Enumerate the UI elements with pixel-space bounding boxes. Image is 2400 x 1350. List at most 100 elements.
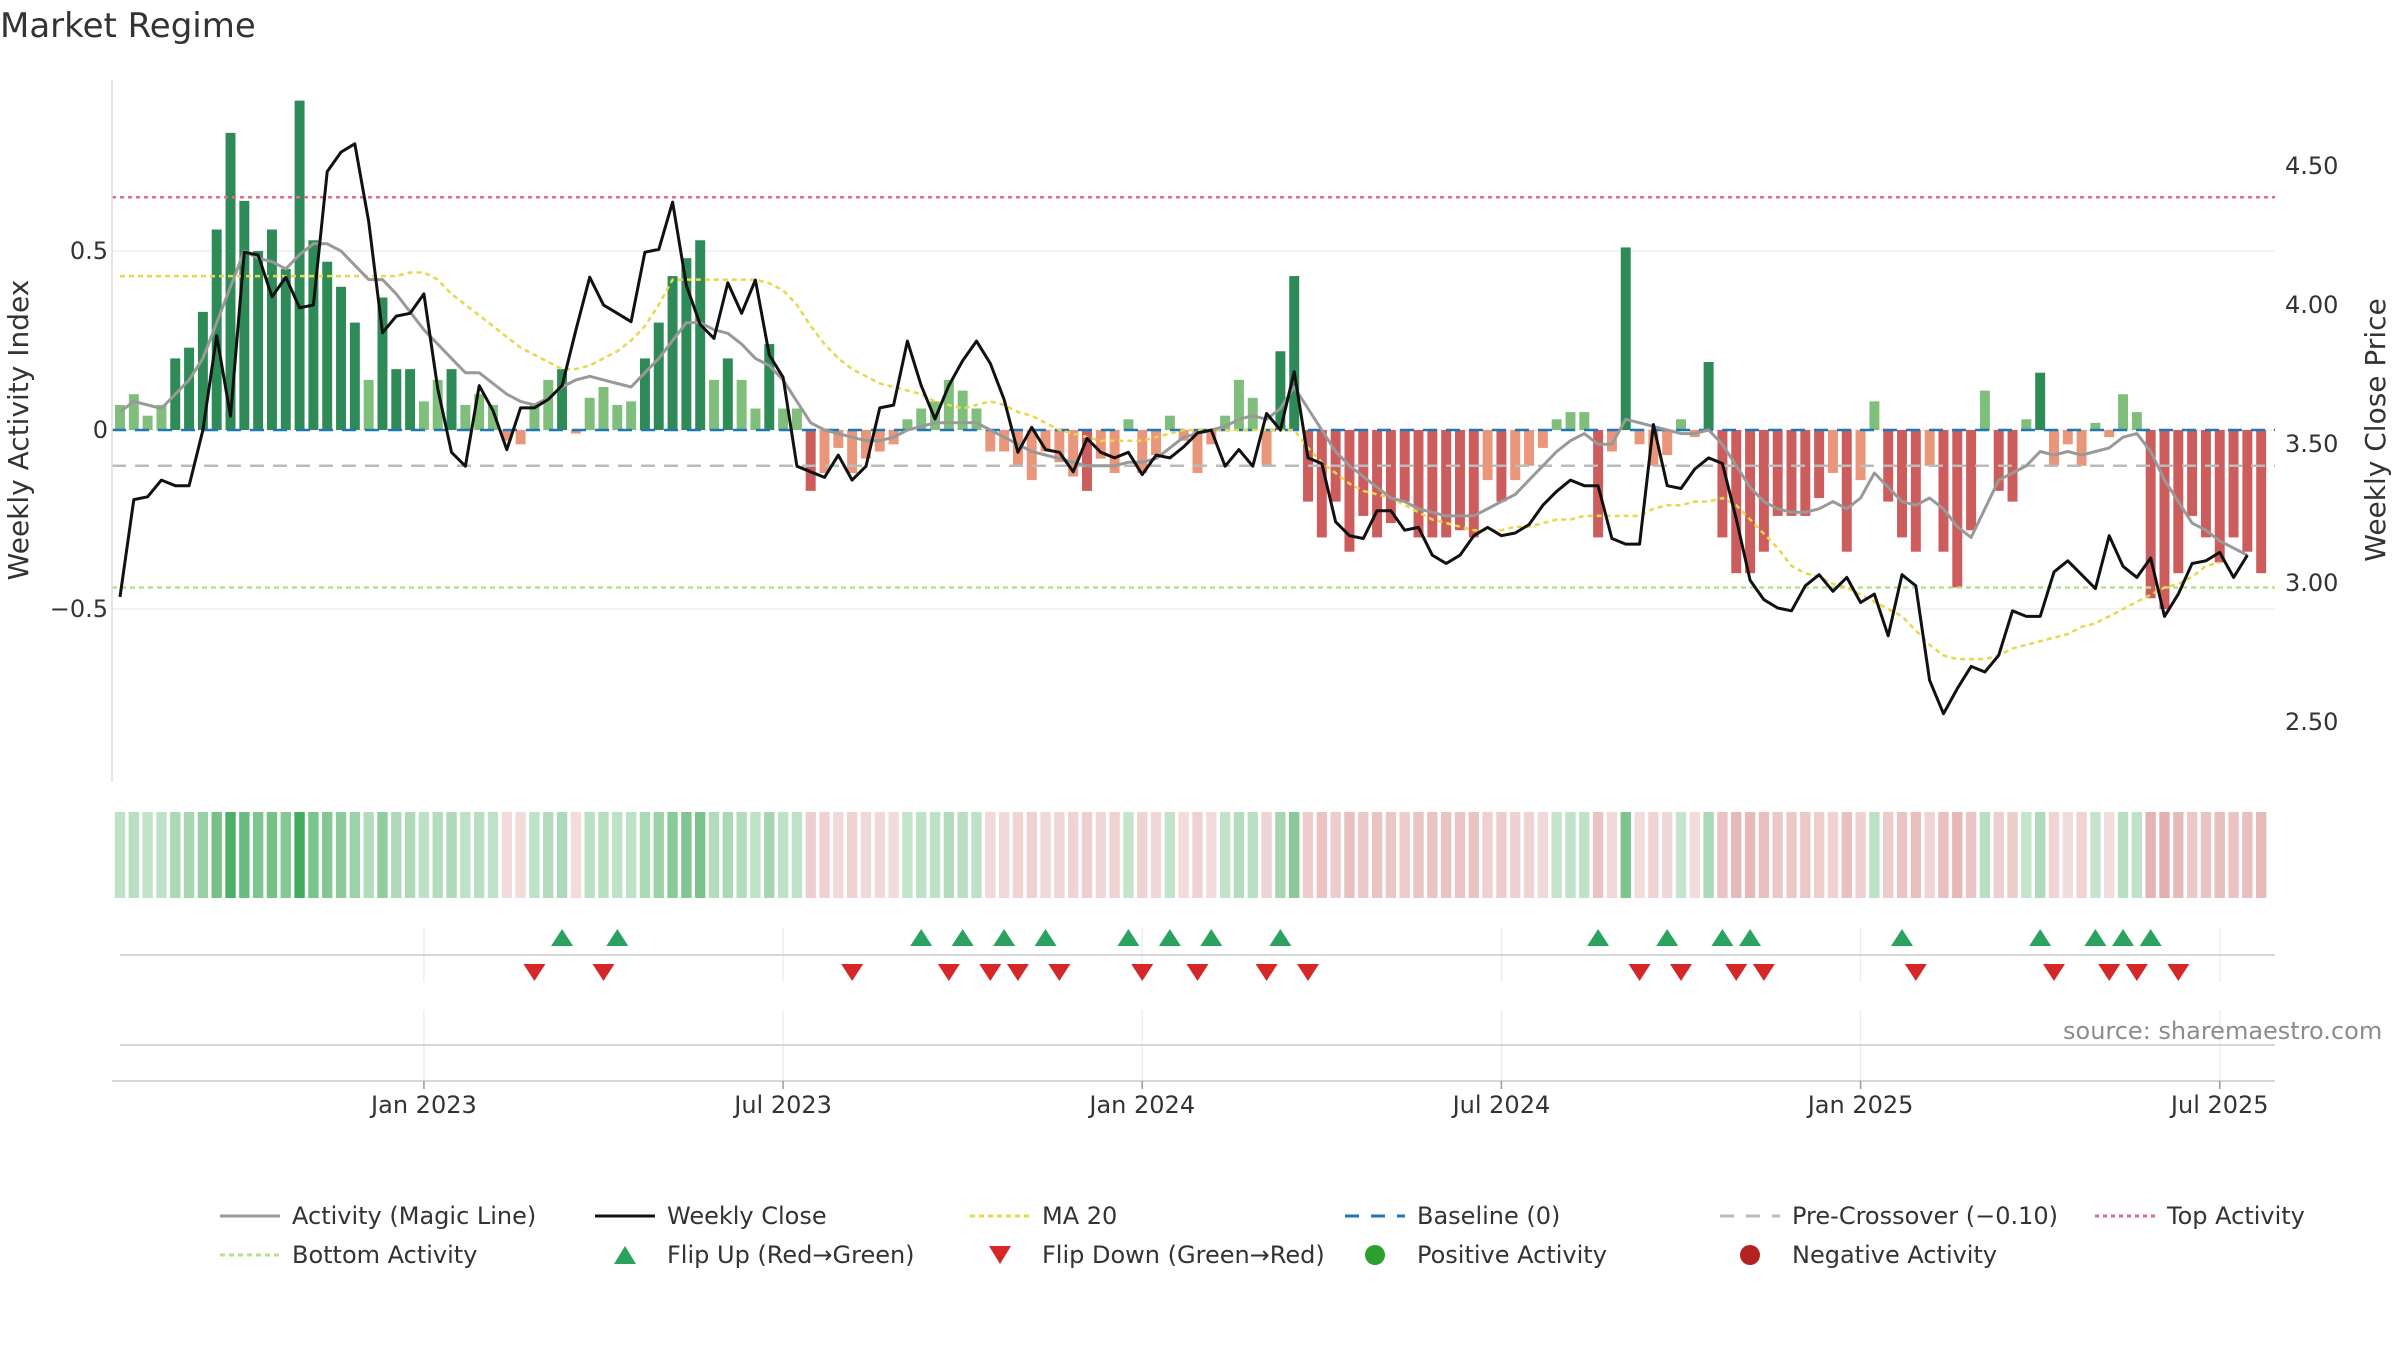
heat-cell bbox=[156, 812, 167, 898]
flip-up-marker bbox=[606, 929, 629, 946]
heat-cell bbox=[1883, 812, 1894, 898]
source-label: source: sharemaestro.com bbox=[2063, 1017, 2383, 1045]
flip-up-marker bbox=[2112, 929, 2135, 946]
heat-cell bbox=[1454, 812, 1466, 898]
legend-label: Pre-Crossover (−0.10) bbox=[1792, 1202, 2058, 1230]
flip-down-marker bbox=[1904, 964, 1927, 981]
heat-cell bbox=[625, 812, 637, 898]
activity-bar bbox=[253, 251, 264, 430]
heat-cell bbox=[708, 812, 720, 898]
activity-bar bbox=[115, 404, 125, 430]
activity-bar bbox=[764, 344, 775, 430]
flip-down-marker bbox=[1048, 964, 1071, 981]
x-tick-label: Jan 2024 bbox=[1087, 1091, 1195, 1119]
activity-bar bbox=[584, 397, 595, 430]
activity-bar bbox=[709, 379, 719, 430]
heat-cell bbox=[1206, 812, 1217, 898]
heat-cell bbox=[1662, 812, 1673, 898]
activity-bar bbox=[1979, 390, 1990, 430]
legend-label: Activity (Magic Line) bbox=[292, 1202, 536, 1230]
activity-bar bbox=[1924, 430, 1935, 466]
activity-bar bbox=[1068, 430, 1079, 477]
heat-cell bbox=[1095, 812, 1106, 898]
y2-tick-label: 4.00 bbox=[2285, 291, 2338, 319]
activity-bar bbox=[1966, 430, 1977, 531]
activity-bar bbox=[1634, 430, 1645, 445]
heat-cell bbox=[1800, 812, 1811, 898]
activity-bar bbox=[2090, 422, 2101, 430]
activity-bar bbox=[971, 408, 982, 430]
heat-cell bbox=[2256, 812, 2267, 898]
heat-cell bbox=[860, 812, 872, 898]
heat-cell bbox=[211, 812, 222, 898]
heat-cell bbox=[791, 812, 803, 898]
legend-label: Negative Activity bbox=[1792, 1241, 1997, 1269]
activity-bar bbox=[2131, 412, 2142, 430]
heat-cell bbox=[1896, 812, 1908, 898]
heat-cell bbox=[1164, 812, 1176, 898]
axes: 0.5 0 −0.5 4.50 4.00 3.50 3.00 2.50 Weekly Activ… bbox=[2, 80, 2392, 1119]
activity-bar bbox=[156, 404, 167, 430]
flip-up-marker bbox=[1269, 929, 1292, 946]
activity-bar bbox=[1206, 430, 1217, 445]
y-tick-label: 0 bbox=[93, 416, 108, 444]
heat-cell bbox=[2186, 812, 2198, 898]
activity-bar bbox=[1164, 415, 1175, 430]
activity-bar bbox=[2159, 430, 2170, 609]
activity-bar bbox=[1109, 430, 1120, 473]
heat-cell bbox=[377, 812, 388, 898]
legend-label: Positive Activity bbox=[1417, 1241, 1607, 1269]
activity-bar bbox=[529, 404, 540, 430]
activity-bar bbox=[1261, 430, 1272, 466]
heat-cell bbox=[252, 812, 264, 898]
heat-cell bbox=[2145, 812, 2156, 898]
activity-bar bbox=[598, 387, 609, 430]
activity-bar bbox=[1731, 430, 1742, 574]
heat-cell bbox=[1551, 812, 1562, 898]
activity-bar bbox=[1593, 430, 1604, 538]
flip-down-marker bbox=[1006, 964, 1029, 981]
heat-cell bbox=[1952, 812, 1963, 898]
activity-bar bbox=[1897, 430, 1907, 538]
activity-bar bbox=[2076, 430, 2087, 466]
heat-cell bbox=[1302, 812, 1314, 898]
heat-cell bbox=[2214, 812, 2225, 898]
flip-down-marker bbox=[841, 964, 864, 981]
activity-bar bbox=[515, 430, 526, 445]
flip-up-marker bbox=[993, 929, 1016, 946]
heat-cell bbox=[1827, 812, 1839, 898]
flip-up-marker bbox=[2029, 929, 2052, 946]
flip-down-marker bbox=[1131, 964, 1154, 981]
flip-down-marker bbox=[1255, 964, 1278, 981]
heat-cell bbox=[1150, 812, 1162, 898]
heat-cell bbox=[1993, 812, 2004, 898]
flip-up-marker bbox=[1711, 929, 1734, 946]
legend-label: Flip Up (Red→Green) bbox=[667, 1241, 915, 1269]
heat-cell bbox=[929, 812, 941, 898]
activity-bar bbox=[225, 132, 236, 431]
magic-line bbox=[119, 242, 2249, 557]
activity-bar bbox=[1814, 430, 1825, 499]
activity-bar bbox=[1869, 401, 1880, 430]
heat-cell bbox=[598, 812, 609, 898]
legend-swatch bbox=[989, 1246, 1011, 1264]
heat-cell bbox=[1924, 812, 1935, 898]
legend-swatch bbox=[1740, 1245, 1760, 1265]
activity-bar bbox=[1620, 247, 1631, 430]
activity-bar bbox=[1841, 430, 1852, 552]
heat-cell bbox=[1054, 812, 1065, 898]
activity-bar bbox=[1082, 430, 1092, 491]
heat-cell bbox=[363, 812, 374, 898]
activity-bar bbox=[1910, 430, 1921, 552]
activity-bar bbox=[1676, 419, 1686, 430]
legend-item-close: Weekly Close bbox=[595, 1202, 827, 1230]
activity-bar bbox=[695, 240, 706, 430]
y2-tick-label: 3.00 bbox=[2285, 569, 2338, 597]
heat-cell bbox=[1938, 812, 1949, 898]
activity-bar bbox=[1358, 430, 1369, 516]
heat-cell bbox=[750, 812, 761, 898]
legend: Activity (Magic Line) Weekly Close MA 20 Ba… bbox=[220, 1202, 2305, 1269]
flip-up-marker bbox=[951, 929, 974, 946]
heat-cell bbox=[308, 812, 319, 898]
activity-bar bbox=[750, 408, 761, 430]
